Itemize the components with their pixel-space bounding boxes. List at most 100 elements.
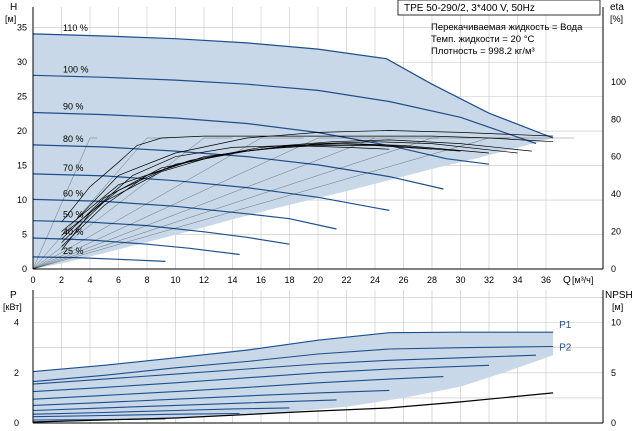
efficiency-curve <box>61 145 390 251</box>
speed-curve-90 <box>32 111 490 165</box>
speed-curve-label: 40 % <box>63 227 84 237</box>
efficiency-helper-line <box>32 137 169 270</box>
y-axis-label-h: H <box>10 2 17 13</box>
efficiency-curve <box>61 141 518 236</box>
power-curve <box>32 354 537 385</box>
y2-axis-label-npsh: NPSH <box>605 290 633 301</box>
power-curve <box>32 389 390 406</box>
x-tick-label: 30 <box>455 275 465 285</box>
y-axis-label-p: P <box>10 290 17 301</box>
x-tick-label: 36 <box>541 275 551 285</box>
x-tick-label: 0 <box>30 275 35 285</box>
speed-curve-label: 70 % <box>63 163 84 173</box>
speed-curve-label: 25 % <box>63 246 84 256</box>
x-tick-label: 24 <box>370 275 380 285</box>
efficiency-curve <box>61 135 554 223</box>
power-curves <box>32 331 554 423</box>
x-tick-label: 34 <box>512 275 522 285</box>
p-tick-label: 4 <box>14 318 19 328</box>
speed-curve-70 <box>32 173 390 211</box>
power-labels: P1 P2 <box>559 320 572 353</box>
y-axis-unit-h: [м] <box>5 14 16 24</box>
x-tick-label: 16 <box>256 275 266 285</box>
y2-tick-label: 20 <box>611 227 621 237</box>
y-tick-label: 5 <box>22 230 27 240</box>
pump-title: TPE 50-290/2, 3*400 V, 50Hz <box>404 3 535 14</box>
npsh-tick-label: 10 <box>611 318 621 328</box>
x-tick-label: 4 <box>87 275 92 285</box>
x-tick-label: 20 <box>313 275 323 285</box>
y2-axis-unit-eta: [%] <box>610 14 623 24</box>
operating-area-fill <box>33 33 554 270</box>
x-tick-label: 28 <box>427 275 437 285</box>
speed-curve-40 <box>32 237 240 256</box>
speed-curve-50 <box>32 220 290 245</box>
x-tick-label: 32 <box>484 275 494 285</box>
x-tick-label: 2 <box>59 275 64 285</box>
info-line-liquid: Перекачиваемая жидкость = Вода <box>431 22 583 33</box>
efficiency-curve <box>61 139 532 232</box>
head-chart-ticks: 0 2 4 6 8 10 12 14 16 18 20 22 24 26 28 30 32 34 360510152… <box>17 23 626 285</box>
p-tick-label: 0 <box>14 418 19 428</box>
info-line-temperature: Темп. жидкости = 20 °C <box>431 34 534 45</box>
y-tick-label: 0 <box>22 264 27 274</box>
speed-labels: 110 % 100 % 90 % 80 % 70 % 60 % 50 % 40 % 25 % <box>63 23 89 256</box>
y-axis-unit-p: [кВт] <box>3 302 22 312</box>
power-npsh-chart: 0 2 4 0 5 10 P1 P2 P [кВт] NPSH [м] <box>3 290 633 428</box>
power-curve <box>32 407 290 415</box>
power-curve <box>32 345 554 383</box>
p-tick-label: 2 <box>14 368 19 378</box>
x-axis-label-q: Q <box>563 275 571 286</box>
power-curve-label: P1 <box>559 320 572 331</box>
speed-curve-label: 100 % <box>63 64 89 74</box>
power-chart-frame <box>32 290 604 424</box>
power-curve <box>32 399 337 412</box>
y-tick-label: 10 <box>17 195 27 205</box>
speed-curve-80 <box>32 144 444 190</box>
x-tick-label: 8 <box>144 275 149 285</box>
x-tick-label: 12 <box>199 275 209 285</box>
y-tick-label: 15 <box>17 161 27 171</box>
efficiency-helper-line <box>32 137 98 270</box>
efficiency-helper-line <box>32 137 575 270</box>
x-tick-label: 10 <box>170 275 180 285</box>
efficiency-curves <box>32 130 575 270</box>
efficiency-helper-line <box>32 137 440 270</box>
x-tick-label: 26 <box>398 275 408 285</box>
speed-curve-label: 80 % <box>63 134 84 144</box>
efficiency-helper-line <box>32 137 304 270</box>
head-curves <box>32 33 554 262</box>
y-tick-label: 30 <box>17 57 27 67</box>
power-curve <box>32 331 554 373</box>
efficiency-helper-line <box>32 137 375 270</box>
efficiency-curve <box>61 143 490 240</box>
efficiency-helper-line <box>32 137 233 270</box>
x-tick-label: 6 <box>116 275 121 285</box>
x-tick-label: 22 <box>341 275 351 285</box>
power-curve <box>32 376 444 400</box>
info-line-density: Плотность = 998.2 кг/м³ <box>431 46 535 57</box>
speed-curve-label: 60 % <box>63 188 84 198</box>
speed-curve-25 <box>32 256 166 262</box>
speed-curve-110 <box>32 33 554 139</box>
y-tick-label: 25 <box>17 92 27 102</box>
y-tick-label: 20 <box>17 126 27 136</box>
x-tick-label: 14 <box>227 275 237 285</box>
y2-tick-label: 40 <box>611 189 621 199</box>
power-curve <box>32 364 490 393</box>
efficiency-curve <box>75 130 554 221</box>
power-chart-ticks: 0 2 4 0 5 10 <box>14 318 621 428</box>
npsh-tick-label: 0 <box>611 418 616 428</box>
speed-curve-label: 110 % <box>63 23 88 33</box>
y2-tick-label: 60 <box>611 152 621 162</box>
speed-curve-60 <box>32 198 337 230</box>
head-efficiency-chart: 0 2 4 6 8 10 12 14 16 18 20 22 24 26 28 30 32 34 360510152… <box>5 0 626 286</box>
y-tick-label: 35 <box>17 23 27 33</box>
speed-curve-label: 50 % <box>63 210 84 220</box>
head-chart-frame <box>32 7 604 270</box>
x-axis-unit-q: [м³/ч] <box>572 275 593 285</box>
power-operating-area <box>33 332 554 422</box>
x-tick-label: 18 <box>284 275 294 285</box>
head-operating-area <box>33 33 554 270</box>
